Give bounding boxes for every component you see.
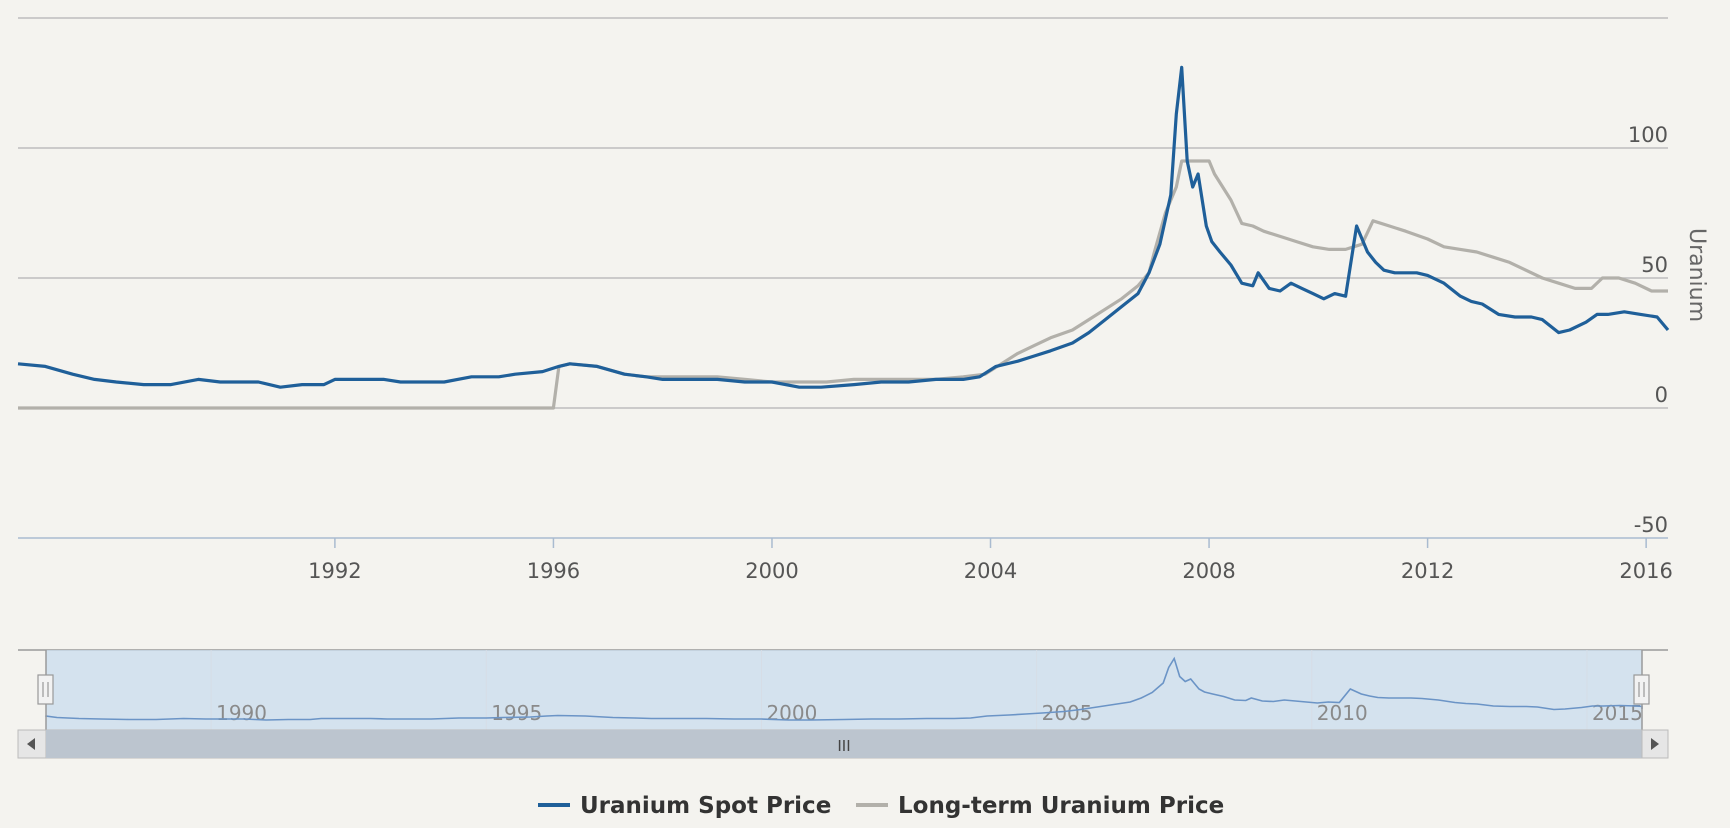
navigator-tick-label: 2010 <box>1317 701 1368 725</box>
series-layer <box>17 65 1670 410</box>
grid-layer <box>18 17 1668 409</box>
navigator-tick-label: 1995 <box>491 701 542 725</box>
x-tick-label: 1992 <box>308 559 361 583</box>
navigator-right-handle[interactable] <box>1633 674 1650 705</box>
y-tick-label: 50 <box>1641 253 1668 277</box>
arrow-right-icon <box>1651 738 1659 750</box>
navigator-left-handle[interactable] <box>37 674 54 705</box>
legend-label: Long-term Uranium Price <box>898 793 1224 819</box>
navigator-tick-label: 1990 <box>216 701 267 725</box>
navigator-selected-range[interactable] <box>46 650 1642 730</box>
series-line-spot-price <box>17 65 1670 389</box>
navigator-axis-labels: 1990 1995 2000 2005 2010 2015 <box>216 701 1643 725</box>
navigator-tick-label: 2000 <box>766 701 817 725</box>
scrollbar-left-button[interactable] <box>17 729 47 759</box>
y-axis-labels: 100 50 0 -50 <box>1628 123 1668 537</box>
scrollbar-thumb[interactable] <box>46 730 1642 758</box>
legend-item-long-term-price[interactable]: Long-term Uranium Price <box>856 793 1224 819</box>
y-tick-label: 100 <box>1628 123 1668 147</box>
scrollbar[interactable]: III <box>17 729 1669 759</box>
x-axis: 1992 1996 2000 2004 2008 2012 2016 <box>18 537 1673 583</box>
x-tick-label: 1996 <box>527 559 580 583</box>
legend: Uranium Spot Price Long-term Uranium Pri… <box>538 793 1224 819</box>
y-axis-title: Uranium <box>1684 228 1709 322</box>
x-tick-label: 2016 <box>1619 559 1672 583</box>
arrow-left-icon <box>27 738 35 750</box>
navigator[interactable]: 1990 1995 2000 2005 2010 2015 <box>18 649 1668 730</box>
x-tick-label: 2004 <box>964 559 1017 583</box>
navigator-grid <box>210 650 1588 730</box>
x-tick-label: 2012 <box>1401 559 1454 583</box>
scrollbar-right-button[interactable] <box>1641 729 1669 759</box>
x-tick-label: 2008 <box>1182 559 1235 583</box>
navigator-series-line <box>45 656 1643 721</box>
y-tick-label: 0 <box>1655 383 1668 407</box>
series-line-long-term-price <box>18 159 1668 410</box>
legend-label: Uranium Spot Price <box>580 793 831 819</box>
legend-item-spot-price[interactable]: Uranium Spot Price <box>538 793 831 819</box>
scrollbar-grip-icon: III <box>837 737 850 755</box>
y-tick-label: -50 <box>1634 513 1668 537</box>
x-tick-label: 2000 <box>745 559 798 583</box>
